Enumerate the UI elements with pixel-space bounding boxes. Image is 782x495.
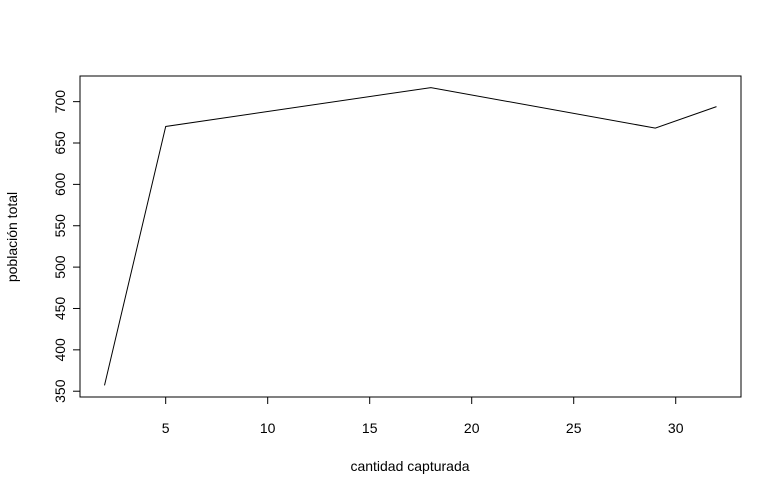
x-tick-label: 30 <box>668 420 684 436</box>
x-tick-label: 5 <box>162 420 170 436</box>
y-tick-label: 500 <box>52 255 68 279</box>
data-series-line <box>104 87 717 386</box>
x-tick-label: 15 <box>362 420 378 436</box>
y-axis: 350 400 450 500 550 600 650 700 <box>52 90 81 403</box>
x-tick-label: 10 <box>260 420 276 436</box>
y-axis-title: población total <box>4 192 20 282</box>
x-axis-title: cantidad capturada <box>350 458 469 474</box>
y-tick-label: 350 <box>52 379 68 403</box>
x-axis: 5 10 15 20 25 30 <box>162 396 684 436</box>
y-tick-label: 450 <box>52 297 68 321</box>
y-tick-label: 600 <box>52 172 68 196</box>
x-tick-label: 25 <box>566 420 582 436</box>
y-tick-label: 400 <box>52 338 68 362</box>
y-tick-label: 650 <box>52 131 68 155</box>
x-tick-label: 20 <box>464 420 480 436</box>
y-tick-label: 550 <box>52 214 68 238</box>
y-tick-label: 700 <box>52 90 68 114</box>
